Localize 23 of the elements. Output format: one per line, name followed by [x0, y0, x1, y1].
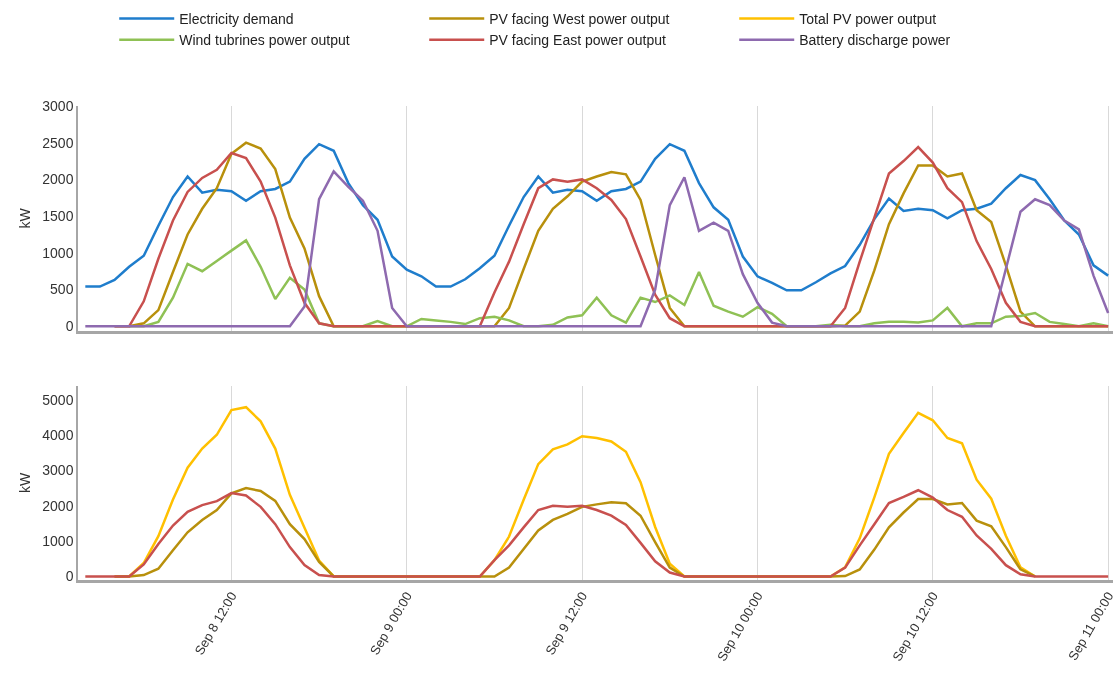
y-tick-label: 2000 — [42, 497, 74, 514]
y-tick-label: 5000 — [42, 391, 74, 408]
y-tick-label: 3000 — [42, 462, 74, 479]
legend-label: Electricity demand — [179, 10, 294, 27]
y-tick-label: 500 — [50, 281, 74, 298]
y-tick-label: 3000 — [42, 97, 74, 114]
y-tick-label: 0 — [65, 568, 74, 585]
y-tick-label: 1000 — [42, 533, 74, 550]
y-axis-title: kW — [17, 471, 34, 493]
legend-label: PV facing East power output — [489, 32, 666, 49]
line-series — [84, 170, 1110, 328]
legend-label: PV facing West power output — [489, 10, 670, 27]
y-tick-label: 1000 — [42, 244, 74, 261]
y-tick-label: 2500 — [42, 134, 74, 151]
legend-label: Total PV power output — [799, 10, 937, 27]
y-tick-label: 1500 — [42, 208, 74, 225]
legend-label: Battery discharge power — [799, 32, 951, 49]
y-axis-title: kW — [17, 207, 34, 229]
y-tick-label: 4000 — [42, 427, 74, 444]
line-series — [84, 142, 1110, 292]
y-tick-label: 2000 — [42, 171, 74, 188]
legend-label: Wind tubrines power output — [179, 32, 350, 49]
y-tick-label: 0 — [65, 318, 74, 335]
